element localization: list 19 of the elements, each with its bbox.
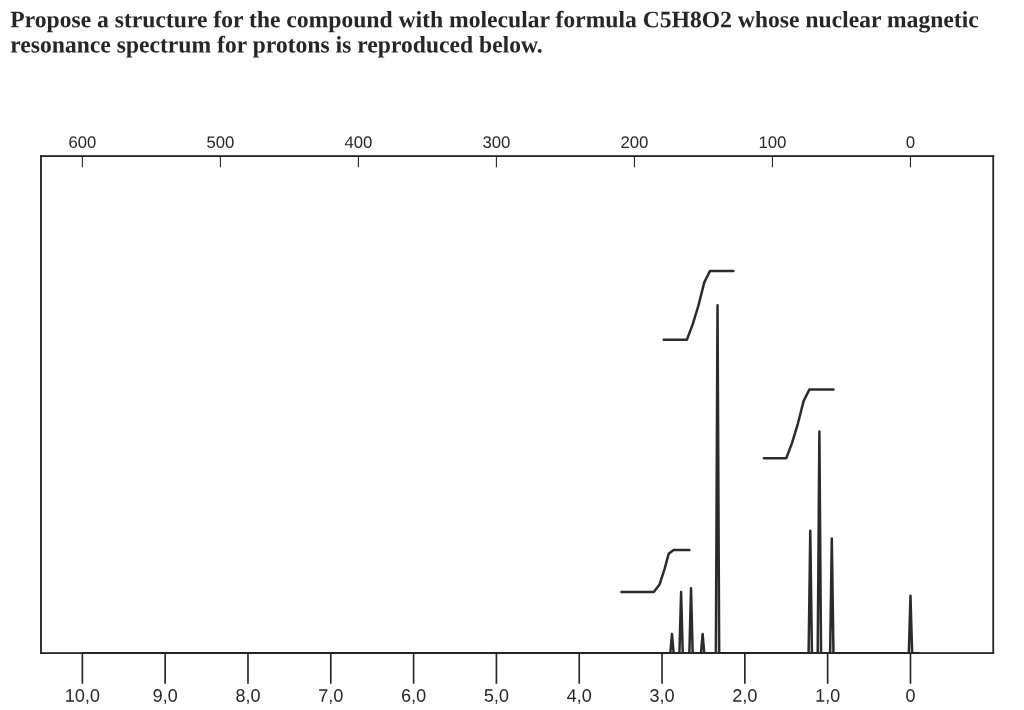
x2-tick-label: 400 (344, 136, 372, 149)
x2-tick-label: 200 (621, 136, 648, 149)
x-tick-label: 10,0 (66, 689, 100, 705)
x2-tick-label: 300 (483, 136, 510, 149)
x-tick-label: 8,0 (236, 689, 260, 705)
x2-tick-label: 0 (906, 136, 915, 149)
x2-tick-label: 500 (207, 136, 234, 149)
x-tick-label: 0 (906, 689, 915, 702)
x2-tick-label: 600 (69, 136, 96, 149)
x-tick-label: 5,0 (484, 689, 509, 705)
x-tick-label: 9,0 (153, 689, 178, 705)
x-tick-label: 7,0 (319, 689, 343, 705)
x-tick-label: 1,0 (816, 689, 840, 705)
x-tick-label: 6,0 (401, 689, 426, 705)
x-tick-label: 4,0 (567, 689, 592, 705)
chart-title: Propose a structure for the compound with molecular formula C5H8O2 whose nuclear magnetic resonance spectrum for protons is reproduced below. (10, 10, 979, 58)
x2-tick-label: 100 (759, 136, 786, 149)
x-tick-label: 2,0 (733, 689, 757, 705)
x-tick-label: 3,0 (650, 689, 674, 705)
